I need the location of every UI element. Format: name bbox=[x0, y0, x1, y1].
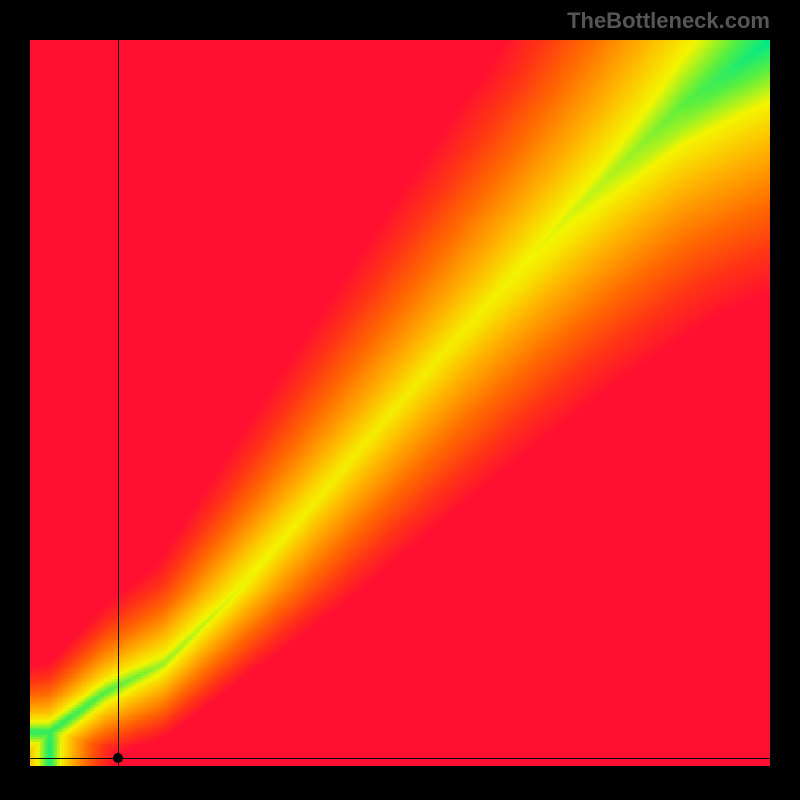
bottleneck-heatmap bbox=[30, 40, 770, 766]
watermark-label: TheBottleneck.com bbox=[567, 8, 770, 34]
selected-point-marker bbox=[113, 753, 123, 763]
plot-area bbox=[30, 40, 770, 766]
crosshair-vertical bbox=[118, 40, 119, 766]
crosshair-horizontal bbox=[30, 758, 770, 759]
chart-root: { "watermark": { "text": "TheBottleneck.… bbox=[0, 0, 800, 800]
